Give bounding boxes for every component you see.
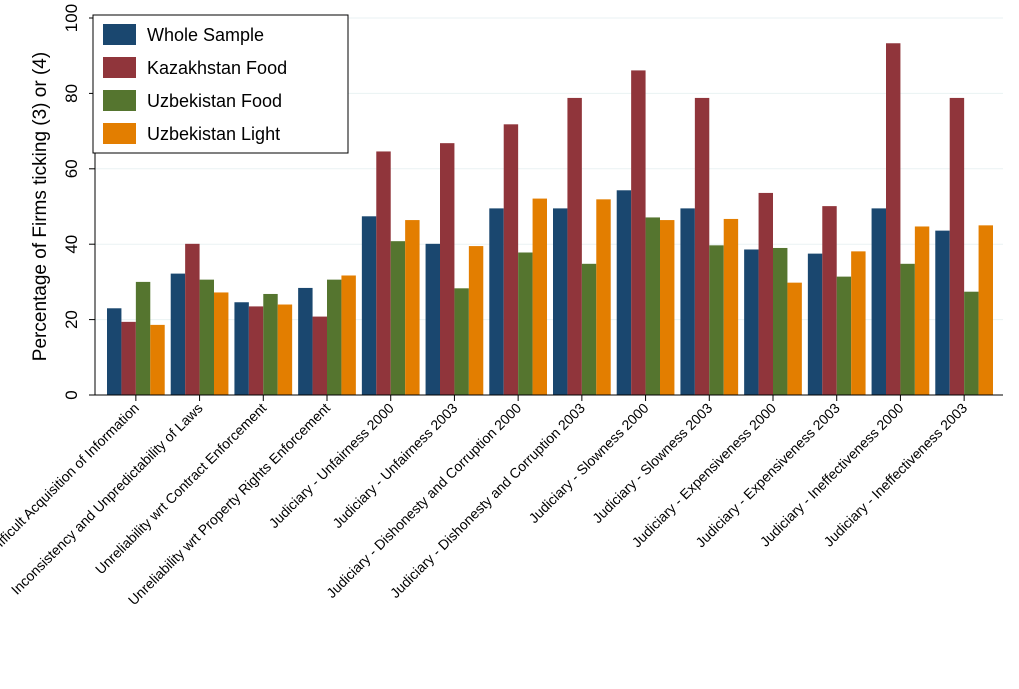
bar-uzbekistan-food-3 xyxy=(327,279,342,395)
y-tick-label: 80 xyxy=(62,84,81,103)
bar-uzbekistan-light-11 xyxy=(851,251,866,395)
bar-uzbekistan-food-9 xyxy=(709,245,724,395)
bar-uzbekistan-food-11 xyxy=(836,276,852,395)
bar-whole-sample-8 xyxy=(616,190,632,395)
bar-uzbekistan-food-1 xyxy=(199,279,214,395)
bar-kazakhstan-food-6 xyxy=(503,124,519,396)
legend-entry-label: Whole Sample xyxy=(147,25,264,45)
bar-uzbekistan-food-7 xyxy=(581,263,597,395)
bar-whole-sample-5 xyxy=(425,243,440,395)
y-tick-label: 60 xyxy=(62,159,81,178)
bar-uzbekistan-light-0 xyxy=(150,324,165,395)
legend-entry-label: Uzbekistan Food xyxy=(147,91,282,111)
bar-uzbekistan-food-8 xyxy=(645,217,660,395)
bar-kazakhstan-food-5 xyxy=(440,143,455,395)
bar-uzbekistan-light-5 xyxy=(468,246,484,395)
bar-kazakhstan-food-11 xyxy=(822,206,837,395)
bar-uzbekistan-light-7 xyxy=(596,199,611,395)
y-ticks: 0 20 40 60 80 100 xyxy=(62,4,95,400)
bar-uzbekistan-light-3 xyxy=(341,275,356,395)
legend-swatch xyxy=(103,90,136,111)
bar-uzbekistan-food-13 xyxy=(964,291,979,395)
legend-entry-label: Kazakhstan Food xyxy=(147,58,287,78)
bar-kazakhstan-food-0 xyxy=(121,321,136,395)
bar-uzbekistan-light-6 xyxy=(532,198,547,395)
bar-uzbekistan-light-13 xyxy=(978,225,993,395)
bar-whole-sample-2 xyxy=(234,302,249,395)
y-tick-label: 100 xyxy=(62,4,81,32)
bar-whole-sample-13 xyxy=(935,230,950,395)
bar-kazakhstan-food-13 xyxy=(949,97,965,395)
bar-uzbekistan-food-0 xyxy=(135,281,151,395)
bar-uzbekistan-light-10 xyxy=(787,282,802,395)
y-axis-label: Percentage of Firms ticking (3) or (4) xyxy=(30,52,51,361)
category-label: Judiciary - Slowness 2003 xyxy=(589,400,715,526)
bar-uzbekistan-light-12 xyxy=(914,226,930,395)
bar-kazakhstan-food-1 xyxy=(185,243,200,395)
bar-uzbekistan-food-5 xyxy=(454,288,469,395)
legend-swatch xyxy=(103,123,136,144)
bars xyxy=(107,43,993,396)
bar-whole-sample-12 xyxy=(871,208,886,395)
bar-whole-sample-3 xyxy=(298,287,313,395)
bar-whole-sample-6 xyxy=(489,208,504,395)
bar-kazakhstan-food-7 xyxy=(567,97,582,395)
y-tick-label: 0 xyxy=(62,390,81,399)
bar-whole-sample-11 xyxy=(807,253,823,395)
bar-kazakhstan-food-10 xyxy=(758,192,773,395)
bar-uzbekistan-light-4 xyxy=(405,220,420,395)
category-label: Judiciary - Unfairness 2003 xyxy=(329,400,460,531)
bar-uzbekistan-food-10 xyxy=(773,247,788,395)
legend-entry-label: Uzbekistan Light xyxy=(147,124,280,144)
y-tick-label: 40 xyxy=(62,235,81,254)
bar-kazakhstan-food-3 xyxy=(312,316,327,395)
bar-whole-sample-1 xyxy=(170,273,186,395)
category-labels: Difficult Acquisition of InformationInco… xyxy=(0,395,970,608)
bar-whole-sample-9 xyxy=(680,208,695,395)
bar-whole-sample-4 xyxy=(361,216,377,395)
bar-uzbekistan-light-9 xyxy=(723,218,739,395)
bar-kazakhstan-food-4 xyxy=(376,151,391,395)
bar-uzbekistan-food-6 xyxy=(518,252,533,395)
bar-kazakhstan-food-8 xyxy=(631,70,646,395)
y-tick-label: 20 xyxy=(62,310,81,329)
legend: Whole Sample Kazakhstan Food Uzbekistan Fo… xyxy=(92,14,349,154)
bar-kazakhstan-food-2 xyxy=(248,306,264,395)
bar-uzbekistan-light-1 xyxy=(214,292,229,395)
bar-whole-sample-10 xyxy=(744,249,759,395)
category-label: Judiciary - Slowness 2000 xyxy=(525,400,651,526)
bar-whole-sample-7 xyxy=(553,208,568,395)
bar-uzbekistan-food-4 xyxy=(390,241,406,395)
bar-kazakhstan-food-12 xyxy=(886,43,901,395)
bar-uzbekistan-light-2 xyxy=(277,304,293,395)
legend-swatch xyxy=(103,24,136,45)
category-label: Judiciary - Unfairness 2000 xyxy=(266,400,397,531)
bar-uzbekistan-food-2 xyxy=(263,293,278,395)
bar-whole-sample-0 xyxy=(107,308,122,395)
bar-kazakhstan-food-9 xyxy=(694,97,710,395)
legend-swatch xyxy=(103,57,136,78)
bar-uzbekistan-light-8 xyxy=(660,220,675,395)
bar-uzbekistan-food-12 xyxy=(900,263,915,395)
